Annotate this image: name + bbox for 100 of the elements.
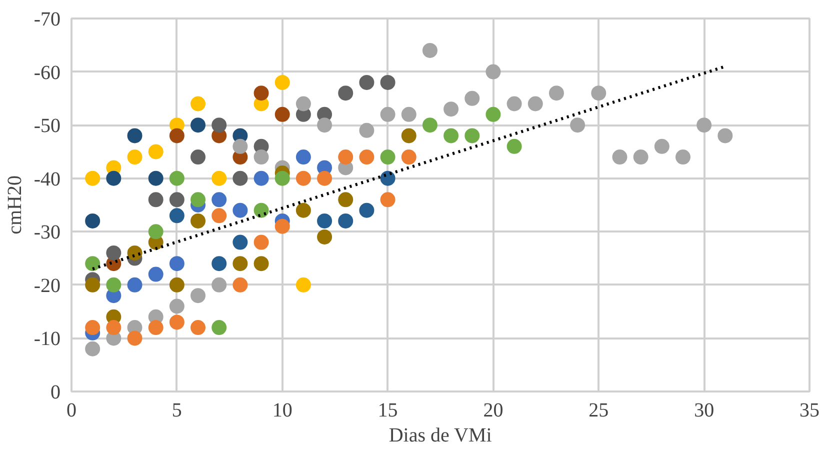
point <box>486 106 501 122</box>
point <box>464 128 480 144</box>
point <box>380 150 396 165</box>
point <box>190 320 206 336</box>
point <box>528 96 543 112</box>
point <box>212 170 227 186</box>
point <box>169 192 184 208</box>
point <box>85 320 100 336</box>
point <box>317 170 332 186</box>
point <box>317 214 332 228</box>
y-tick-label: -30 <box>34 222 61 244</box>
point <box>190 192 206 208</box>
point <box>148 144 164 160</box>
point <box>338 214 354 228</box>
point <box>190 288 206 304</box>
point <box>212 118 227 133</box>
point <box>675 150 690 165</box>
point <box>190 118 206 133</box>
point <box>148 224 164 240</box>
y-axis-title: cmH20 <box>4 176 26 234</box>
x-tick-label: 20 <box>483 400 504 422</box>
point <box>85 170 100 186</box>
point <box>254 202 269 218</box>
point <box>85 214 100 228</box>
point <box>444 128 459 144</box>
point <box>401 128 416 144</box>
x-tick-label: 5 <box>172 400 182 422</box>
point <box>148 266 164 282</box>
y-tick-label: -60 <box>34 62 61 84</box>
point <box>232 170 248 186</box>
point <box>232 256 248 272</box>
point <box>380 74 396 90</box>
point <box>570 118 586 133</box>
point <box>254 86 269 101</box>
point <box>654 138 670 154</box>
point <box>380 106 396 122</box>
y-tick-label: -70 <box>34 8 61 30</box>
point <box>338 150 354 165</box>
point <box>696 118 712 133</box>
point <box>169 298 184 314</box>
point <box>317 229 332 244</box>
x-tick-label: 30 <box>694 400 714 422</box>
point <box>296 170 311 186</box>
point <box>127 277 142 292</box>
point <box>548 86 564 101</box>
point <box>169 128 184 144</box>
point <box>422 42 438 58</box>
x-tick-label: 35 <box>800 400 820 422</box>
point <box>106 320 122 336</box>
point <box>296 277 311 292</box>
point <box>212 208 227 224</box>
point <box>359 122 374 138</box>
point <box>85 256 100 272</box>
point <box>296 150 311 165</box>
point <box>338 192 354 208</box>
point <box>169 170 184 186</box>
point <box>422 118 438 133</box>
point <box>296 202 311 218</box>
point <box>254 170 269 186</box>
point <box>106 245 122 260</box>
point <box>359 74 374 90</box>
x-axis-title: Dias de VMi <box>388 424 492 446</box>
point <box>274 218 290 234</box>
point <box>106 170 122 186</box>
point <box>633 150 648 165</box>
point <box>212 192 227 208</box>
x-tick-label: 15 <box>378 400 398 422</box>
point <box>232 277 248 292</box>
point <box>401 106 416 122</box>
point <box>148 192 164 208</box>
point <box>190 150 206 165</box>
point <box>486 64 501 80</box>
y-tick-label: -40 <box>34 168 61 190</box>
point <box>127 128 142 144</box>
x-tick-label: 25 <box>588 400 609 422</box>
point <box>254 150 269 165</box>
point <box>296 96 311 112</box>
point <box>274 74 290 90</box>
point <box>232 138 248 154</box>
point <box>212 256 227 272</box>
point <box>190 96 206 112</box>
point <box>127 245 142 260</box>
point <box>169 277 184 292</box>
point <box>401 150 416 165</box>
y-tick-label: -10 <box>34 328 61 350</box>
point <box>254 256 269 272</box>
point <box>506 138 522 154</box>
point <box>212 277 227 292</box>
point <box>85 277 100 292</box>
point <box>506 96 522 112</box>
point <box>380 192 396 208</box>
y-tick-label: -20 <box>34 274 61 297</box>
point <box>232 202 248 218</box>
x-tick-label: 10 <box>272 400 292 422</box>
y-tick-label: 0 <box>50 382 60 404</box>
point <box>148 170 164 186</box>
point <box>338 86 354 101</box>
point <box>127 150 142 165</box>
point <box>274 106 290 122</box>
point <box>232 234 248 250</box>
